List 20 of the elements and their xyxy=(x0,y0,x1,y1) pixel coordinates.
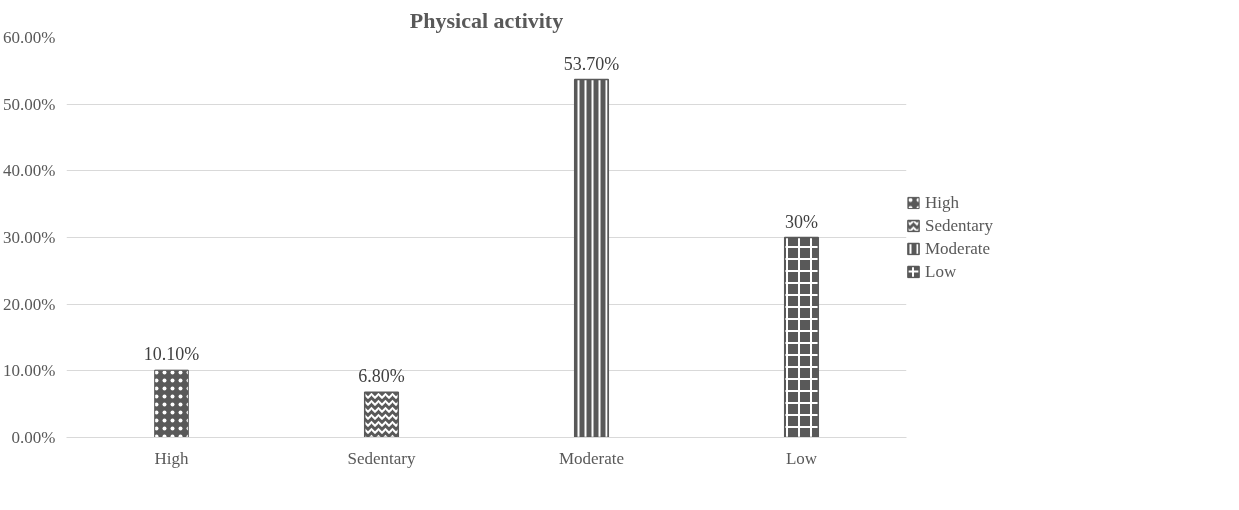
data-label: 30% xyxy=(785,211,818,232)
y-tick-label: 10.00% xyxy=(3,361,56,381)
x-tick-label: High xyxy=(154,448,189,468)
data-label: 6.80% xyxy=(358,366,405,387)
legend-label: High xyxy=(925,192,959,213)
x-tick-label: Low xyxy=(785,448,818,468)
y-tick-label: 60.00% xyxy=(3,28,56,47)
legend-label: Moderate xyxy=(925,238,991,259)
x-tick-label: Moderate xyxy=(558,448,625,468)
y-tick-label: 0.00% xyxy=(11,428,56,447)
legend-label: Sedentary xyxy=(925,215,993,236)
data-label: 10.10% xyxy=(143,344,200,365)
y-tick-label: 50.00% xyxy=(3,94,56,114)
y-tick-label: 30.00% xyxy=(3,228,56,247)
chart-title: Physical activity xyxy=(409,7,564,33)
y-tick-label: 20.00% xyxy=(3,294,56,314)
x-tick-label: Sedentary xyxy=(347,448,416,468)
legend-label: Low xyxy=(925,261,957,282)
data-label: 53.70% xyxy=(563,53,620,74)
y-tick-label: 40.00% xyxy=(3,161,56,181)
